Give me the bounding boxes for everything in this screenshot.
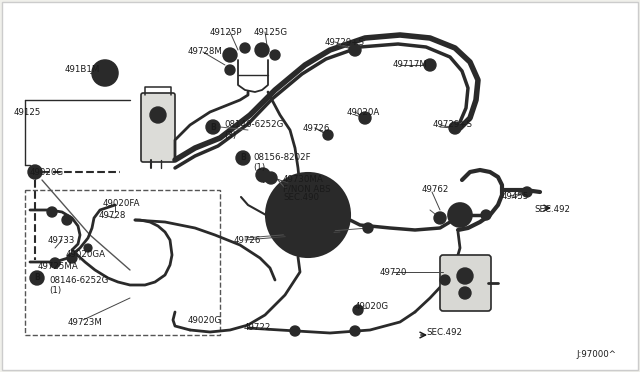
- Text: 49020FA: 49020FA: [103, 199, 141, 208]
- Circle shape: [65, 218, 68, 221]
- Text: 49728M: 49728M: [188, 47, 223, 56]
- Text: SEC.492: SEC.492: [534, 205, 570, 214]
- Circle shape: [236, 151, 250, 165]
- Circle shape: [326, 134, 330, 137]
- Text: B: B: [210, 122, 216, 131]
- Text: 49728: 49728: [99, 211, 126, 220]
- Circle shape: [367, 227, 369, 230]
- Text: 49020G: 49020G: [355, 302, 389, 311]
- Circle shape: [265, 172, 277, 184]
- Circle shape: [363, 223, 373, 233]
- Circle shape: [454, 209, 466, 221]
- Circle shape: [350, 326, 360, 336]
- Circle shape: [67, 253, 77, 263]
- Circle shape: [448, 203, 472, 227]
- Text: 49020A: 49020A: [347, 108, 380, 117]
- Circle shape: [50, 258, 60, 268]
- Circle shape: [454, 126, 456, 129]
- Text: 08146-6252G: 08146-6252G: [49, 276, 108, 285]
- Text: 49723M: 49723M: [68, 318, 103, 327]
- Text: 49020G: 49020G: [30, 168, 64, 177]
- Circle shape: [293, 200, 323, 230]
- Text: 49726: 49726: [303, 124, 330, 133]
- Text: 49125P: 49125P: [210, 28, 243, 37]
- Text: 49722: 49722: [244, 323, 271, 332]
- Text: 49725MA: 49725MA: [38, 262, 79, 271]
- Text: (1): (1): [49, 286, 61, 295]
- Text: 49730MA: 49730MA: [283, 175, 324, 184]
- Text: 49720: 49720: [380, 268, 408, 277]
- Circle shape: [353, 330, 356, 333]
- Circle shape: [438, 217, 442, 219]
- Circle shape: [266, 173, 350, 257]
- Circle shape: [51, 211, 54, 214]
- Circle shape: [70, 257, 74, 260]
- Circle shape: [481, 210, 491, 220]
- Circle shape: [225, 65, 235, 75]
- Circle shape: [294, 330, 296, 333]
- Circle shape: [457, 268, 473, 284]
- Text: 491B1M: 491B1M: [65, 65, 100, 74]
- Circle shape: [278, 185, 339, 245]
- Text: F/NON ABS: F/NON ABS: [283, 184, 331, 193]
- Circle shape: [434, 212, 446, 224]
- Circle shape: [364, 116, 367, 119]
- Circle shape: [30, 271, 44, 285]
- Bar: [25, 190, 220, 335]
- Text: 49717M: 49717M: [393, 60, 428, 69]
- Circle shape: [459, 287, 471, 299]
- Text: 49726: 49726: [234, 236, 261, 245]
- Text: 49020G: 49020G: [188, 316, 222, 325]
- Circle shape: [54, 262, 56, 264]
- Circle shape: [440, 275, 450, 285]
- Text: 49733: 49733: [48, 236, 76, 245]
- Text: (3): (3): [224, 131, 236, 140]
- Circle shape: [290, 326, 300, 336]
- FancyBboxPatch shape: [440, 255, 491, 311]
- Circle shape: [223, 48, 237, 62]
- Circle shape: [255, 43, 269, 57]
- Circle shape: [349, 44, 361, 56]
- Text: 49762: 49762: [422, 185, 449, 194]
- Circle shape: [84, 244, 92, 252]
- Circle shape: [240, 43, 250, 53]
- Text: SEC.490: SEC.490: [283, 193, 319, 202]
- Text: 49729+S: 49729+S: [325, 38, 365, 47]
- Circle shape: [424, 59, 436, 71]
- Circle shape: [206, 120, 220, 134]
- Circle shape: [323, 130, 333, 140]
- Text: B: B: [240, 154, 246, 163]
- Text: 49729+S: 49729+S: [433, 120, 473, 129]
- Text: SEC.492: SEC.492: [426, 328, 462, 337]
- Text: 08156-8202F: 08156-8202F: [253, 153, 310, 162]
- Circle shape: [28, 165, 42, 179]
- Text: 49020GA: 49020GA: [66, 250, 106, 259]
- FancyBboxPatch shape: [141, 93, 175, 162]
- Text: (1): (1): [253, 163, 265, 172]
- Circle shape: [353, 48, 356, 51]
- Text: 49455: 49455: [502, 192, 529, 201]
- Circle shape: [429, 64, 431, 67]
- Circle shape: [525, 190, 529, 193]
- Circle shape: [353, 305, 363, 315]
- Circle shape: [92, 60, 118, 86]
- Text: 08146-6252G: 08146-6252G: [224, 120, 284, 129]
- Circle shape: [449, 122, 461, 134]
- Circle shape: [150, 107, 166, 123]
- Circle shape: [444, 279, 447, 282]
- Circle shape: [47, 207, 57, 217]
- Circle shape: [356, 308, 360, 311]
- Text: B: B: [34, 273, 40, 282]
- Text: J:97000^: J:97000^: [576, 350, 616, 359]
- Circle shape: [62, 215, 72, 225]
- Circle shape: [522, 187, 532, 197]
- Circle shape: [256, 168, 270, 182]
- Circle shape: [270, 50, 280, 60]
- Circle shape: [359, 112, 371, 124]
- Text: 49125G: 49125G: [254, 28, 288, 37]
- Text: 49125: 49125: [14, 108, 42, 117]
